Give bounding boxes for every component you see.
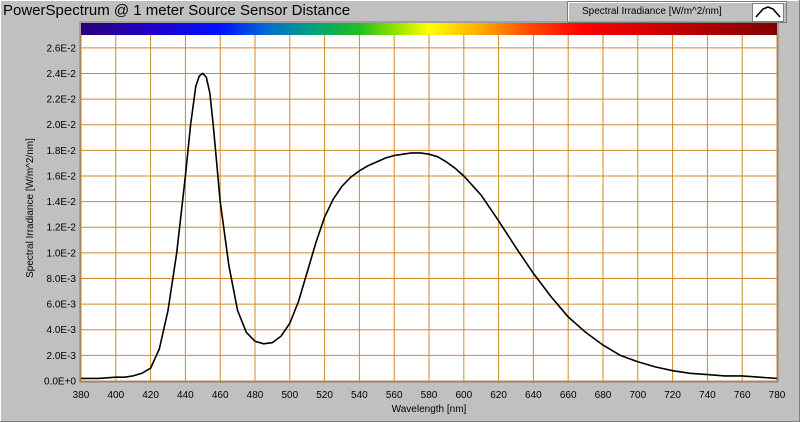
y-tick-label: 2.2E-2 — [47, 95, 77, 106]
x-tick-labels: 380 400 420 440 460 480 500 520 540 560 580 600 620 6… — [73, 390, 786, 401]
x-tick-label: 580 — [421, 390, 438, 401]
x-tick-label: 740 — [699, 390, 716, 401]
y-tick-label: 2.6E-2 — [47, 43, 77, 54]
y-tick-label: 1.2E-2 — [47, 223, 77, 234]
x-axis-title: Wavelength [nm] — [392, 404, 467, 415]
y-tick-label: 6.0E-3 — [47, 300, 77, 311]
x-tick-label: 560 — [386, 390, 403, 401]
y-tick-label: 2.4E-2 — [47, 69, 77, 80]
x-tick-label: 660 — [560, 390, 577, 401]
x-tick-label: 380 — [73, 390, 90, 401]
x-tick-label: 620 — [490, 390, 507, 401]
y-tick-label: 2.0E-2 — [47, 120, 77, 131]
y-tick-labels: 0.0E+0 2.0E-3 4.0E-3 6.0E-3 8.0E-3 1.0E-2 1.2E… — [44, 43, 76, 387]
grid-lines — [80, 35, 778, 382]
x-tick-label: 480 — [247, 390, 264, 401]
x-tick-label: 500 — [281, 390, 298, 401]
chart-title: PowerSpectrum @ 1 meter Source Sensor Di… — [3, 2, 351, 19]
wavelength-color-bar — [81, 23, 777, 35]
x-tick-label: 780 — [769, 390, 786, 401]
legend-label: Spectral Irradiance [W/m^2/nm] — [582, 6, 722, 17]
line-sample-icon — [752, 3, 784, 22]
y-tick-label: 1.6E-2 — [47, 171, 77, 182]
x-tick-label: 600 — [455, 390, 472, 401]
x-tick-label: 460 — [212, 390, 229, 401]
spectrum-curve — [81, 72, 778, 380]
x-tick-label: 640 — [525, 390, 542, 401]
y-tick-label: 1.4E-2 — [47, 197, 77, 208]
x-tick-label: 720 — [664, 390, 681, 401]
y-tick-label: 8.0E-3 — [47, 274, 77, 285]
x-tick-label: 540 — [351, 390, 368, 401]
y-tick-label: 4.0E-3 — [47, 325, 77, 336]
x-tick-label: 680 — [595, 390, 612, 401]
y-tick-label: 2.0E-3 — [47, 351, 77, 362]
y-tick-label: 1.8E-2 — [47, 146, 77, 157]
plot-frame — [79, 21, 779, 383]
x-tick-label: 760 — [734, 390, 751, 401]
x-tick-label: 440 — [177, 390, 194, 401]
y-tick-label: 1.0E-2 — [47, 248, 77, 259]
x-tick-label: 400 — [107, 390, 124, 401]
x-tick-label: 520 — [316, 390, 333, 401]
y-axis-title: Spectral Irradiance [W/m^2/nm] — [25, 138, 36, 278]
x-tick-label: 700 — [629, 390, 646, 401]
y-tick-label: 0.0E+0 — [44, 377, 76, 388]
x-tick-label: 420 — [142, 390, 159, 401]
